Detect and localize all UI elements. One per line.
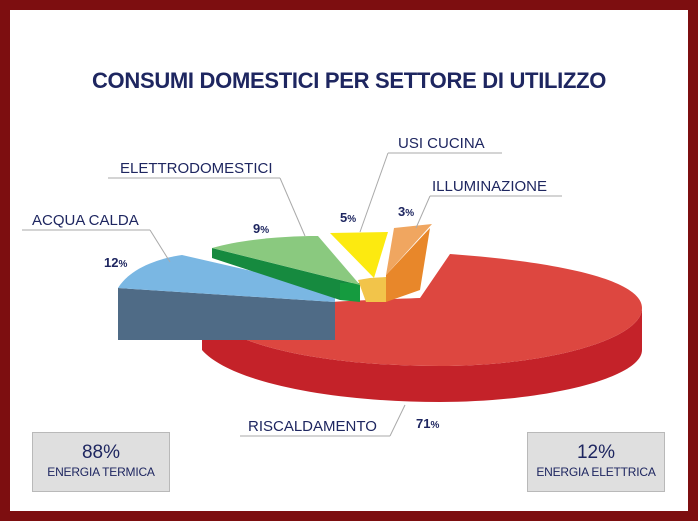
slice-illuminazione-side [386,228,430,302]
pct-illuminazione: 3% [398,204,414,219]
slice-illuminazione [386,224,432,302]
leader-usi-cucina-2 [359,152,389,233]
slice-usi-cucina-side [358,277,386,302]
summary-box-termica: 88% ENERGIA TERMICA [32,432,170,492]
label-usi-cucina: USI CUCINA [398,135,485,152]
leader-illuminazione-2 [415,195,431,229]
pct-acqua-calda: 12% [104,255,127,270]
pct-usi-cucina-symbol: % [347,214,356,225]
pct-acqua-calda-value: 12 [104,255,118,270]
summary-box-elettrica: 12% ENERGIA ELETTRICA [527,432,665,492]
slice-elettrodomestici [212,236,360,302]
slice-riscaldamento-side [202,308,642,402]
slice-acqua-calda-top [118,255,335,302]
slice-elettrodomestici-top [212,236,360,285]
slice-usi-cucina-top [330,232,388,278]
chart-title: CONSUMI DOMESTICI PER SETTORE DI UTILIZZ… [91,68,607,93]
pct-riscaldamento-symbol: % [430,420,439,431]
pct-elettrodomestici-value: 9 [253,221,260,236]
slice-illuminazione-top [386,224,432,275]
slice-acqua-calda-side [118,288,335,340]
leader-elettrodomestici-2 [279,177,306,237]
pct-illuminazione-symbol: % [405,208,414,219]
leader-acqua-calda-2 [149,229,171,263]
pct-riscaldamento-value: 71 [416,416,430,431]
pct-elettrodomestici: 9% [253,221,269,236]
slice-elettrodomestici-side [212,248,360,300]
leader-riscaldamento-2 [389,404,406,437]
label-riscaldamento: RISCALDAMENTO [248,418,377,435]
pct-usi-cucina-value: 5 [340,210,347,225]
pct-elettrodomestici-symbol: % [260,225,269,236]
slice-usi-cucina [330,232,388,302]
pct-usi-cucina: 5% [340,210,356,225]
summary-elettrica-label: ENERGIA ELETTRICA [536,465,656,479]
slice-elettrodomestici-side2 [340,283,360,302]
label-elettrodomestici: ELETTRODOMESTICI [120,160,273,177]
pct-riscaldamento: 71% [416,416,439,431]
summary-termica-label: ENERGIA TERMICA [47,465,155,479]
summary-elettrica-value: 12% [576,442,616,463]
slice-acqua-calda [118,255,335,340]
label-acqua-calda: ACQUA CALDA [32,212,139,229]
chart-frame [10,10,688,511]
pct-illuminazione-value: 3 [398,204,405,219]
label-illuminazione: ILLUMINAZIONE [432,178,547,195]
summary-termica-value: 88% [81,442,121,463]
pct-acqua-calda-symbol: % [118,259,127,270]
